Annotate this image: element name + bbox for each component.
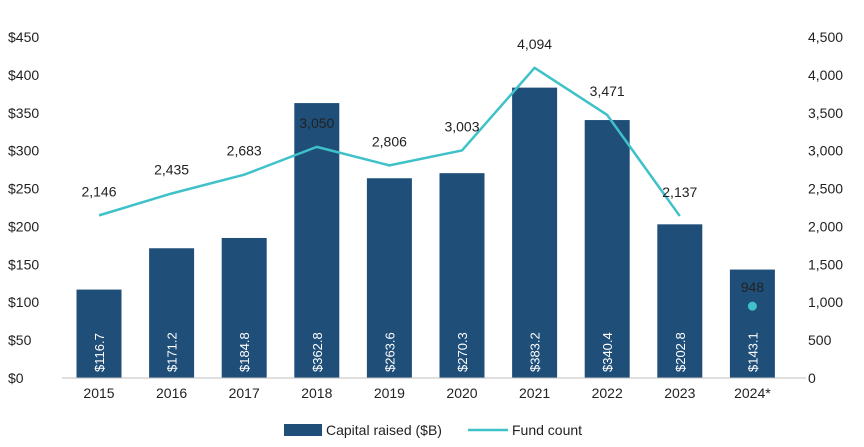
fund-count-label: 3,471 <box>590 83 625 99</box>
bar-value-label: $184.8 <box>237 332 252 372</box>
bar <box>439 173 485 378</box>
bar-value-label: $340.4 <box>600 332 615 372</box>
bar <box>729 269 775 378</box>
bar-value-label: $116.7 <box>92 333 107 372</box>
fund-count-point-2024 <box>747 301 757 311</box>
fund-count-label: 2,435 <box>154 161 189 177</box>
left-tick-label: $50 <box>8 332 32 348</box>
x-tick-label: 2015 <box>83 385 114 401</box>
legend: Capital raised ($B) Fund count <box>284 422 582 438</box>
right-tick-label: 2,500 <box>808 181 843 197</box>
fund-count-label: 2,146 <box>81 183 116 199</box>
bar <box>366 178 412 378</box>
capital-raised-bars <box>76 87 775 379</box>
right-tick-label: 3,000 <box>808 143 843 159</box>
x-tick-label: 2017 <box>229 385 260 401</box>
bar <box>584 120 630 379</box>
right-tick-label: 4,000 <box>808 67 843 83</box>
x-tick-label: 2022 <box>592 385 623 401</box>
bar-value-label: $171.2 <box>165 332 180 372</box>
bar-value-label: $263.6 <box>382 332 397 372</box>
legend-label-capital-raised: Capital raised ($B) <box>326 422 442 438</box>
left-axis: $0 $50 $100 $150 $200 $250 $300 $350 $400 $450 <box>8 29 39 386</box>
right-tick-label: 0 <box>808 370 816 386</box>
x-axis: 2015 2016 2017 2018 2019 2020 2021 2022 2023 2024… <box>62 377 806 401</box>
left-tick-label: $350 <box>8 105 39 121</box>
right-tick-label: 2,000 <box>808 218 843 234</box>
x-tick-label: 2024* <box>734 385 771 401</box>
left-tick-label: $250 <box>8 181 39 197</box>
fund-count-label: 3,003 <box>444 118 479 134</box>
bar-value-label: $143.1 <box>745 332 760 372</box>
left-tick-label: $0 <box>8 370 24 386</box>
fund-count-line <box>98 66 757 311</box>
fund-count-label: 4,094 <box>517 36 552 52</box>
bar-value-label: $383.2 <box>528 332 543 372</box>
fund-count-label: 2,806 <box>372 133 407 149</box>
x-tick-label: 2018 <box>301 385 332 401</box>
right-tick-label: 4,500 <box>808 29 843 45</box>
legend-label-fund-count: Fund count <box>512 422 582 438</box>
left-tick-label: $400 <box>8 67 39 83</box>
x-tick-label: 2020 <box>446 385 477 401</box>
left-tick-label: $150 <box>8 256 39 272</box>
right-tick-label: 500 <box>808 332 832 348</box>
x-tick-label: 2016 <box>156 385 187 401</box>
legend-swatch-capital-raised <box>284 424 322 436</box>
bar-value-label: $270.3 <box>455 332 470 372</box>
bar-value-label: $362.8 <box>310 332 325 372</box>
bar <box>657 224 703 378</box>
left-tick-label: $450 <box>8 29 39 45</box>
right-tick-label: 1,500 <box>808 256 843 272</box>
bar <box>294 103 340 379</box>
right-tick-label: 1,000 <box>808 294 843 310</box>
fund-count-polyline <box>98 66 681 217</box>
bar-value-label: $202.8 <box>673 332 688 372</box>
left-tick-label: $100 <box>8 294 39 310</box>
left-tick-label: $300 <box>8 143 39 159</box>
bar <box>221 237 267 378</box>
fund-count-label: 948 <box>741 279 765 295</box>
right-tick-label: 3,500 <box>808 105 843 121</box>
bar <box>76 289 122 378</box>
fund-count-labels: 2,146 2,435 2,683 3,050 2,806 3,003 4,094 3,471… <box>81 36 764 295</box>
x-tick-label: 2021 <box>519 385 550 401</box>
bar-value-labels: $116.7 $171.2 $184.8 $362.8 $263.6 $270.3 $383… <box>92 332 760 372</box>
fund-count-label: 2,683 <box>227 143 262 159</box>
right-axis: 0 500 1,000 1,500 2,000 2,500 3,000 3,500 4,000 4… <box>808 29 843 386</box>
left-tick-label: $200 <box>8 218 39 234</box>
bar <box>512 87 558 378</box>
fund-count-label: 2,137 <box>662 184 697 200</box>
x-tick-label: 2019 <box>374 385 405 401</box>
x-tick-label: 2023 <box>664 385 695 401</box>
fund-count-label: 3,050 <box>299 115 334 131</box>
bar <box>149 248 195 378</box>
